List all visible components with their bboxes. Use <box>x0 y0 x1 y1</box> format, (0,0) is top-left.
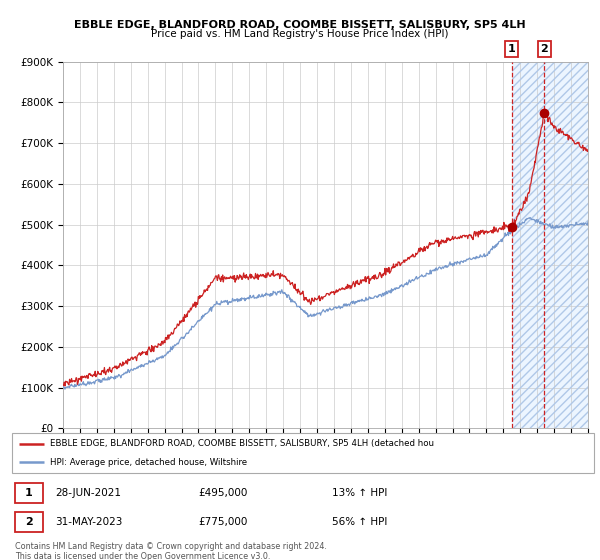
Bar <box>512 62 588 428</box>
Text: HPI: Average price, detached house, Wiltshire: HPI: Average price, detached house, Wilt… <box>50 458 247 467</box>
Text: EBBLE EDGE, BLANDFORD ROAD, COOMBE BISSETT, SALISBURY, SP5 4LH (detached hou: EBBLE EDGE, BLANDFORD ROAD, COOMBE BISSE… <box>50 439 434 448</box>
Text: 28-JUN-2021: 28-JUN-2021 <box>56 488 122 498</box>
FancyBboxPatch shape <box>15 483 43 503</box>
Text: 13% ↑ HPI: 13% ↑ HPI <box>332 488 388 498</box>
FancyBboxPatch shape <box>15 512 43 532</box>
Text: 1: 1 <box>508 44 515 54</box>
Text: Price paid vs. HM Land Registry's House Price Index (HPI): Price paid vs. HM Land Registry's House … <box>151 29 449 39</box>
Text: 2: 2 <box>541 44 548 54</box>
Text: 2: 2 <box>25 517 33 527</box>
Text: EBBLE EDGE, BLANDFORD ROAD, COOMBE BISSETT, SALISBURY, SP5 4LH: EBBLE EDGE, BLANDFORD ROAD, COOMBE BISSE… <box>74 20 526 30</box>
Text: 56% ↑ HPI: 56% ↑ HPI <box>332 517 388 527</box>
Text: 1: 1 <box>25 488 33 498</box>
Text: £495,000: £495,000 <box>198 488 248 498</box>
Text: 31-MAY-2023: 31-MAY-2023 <box>56 517 123 527</box>
Bar <box>512 62 588 428</box>
FancyBboxPatch shape <box>12 433 594 473</box>
Text: £775,000: £775,000 <box>198 517 248 527</box>
Text: Contains HM Land Registry data © Crown copyright and database right 2024.
This d: Contains HM Land Registry data © Crown c… <box>15 542 327 560</box>
